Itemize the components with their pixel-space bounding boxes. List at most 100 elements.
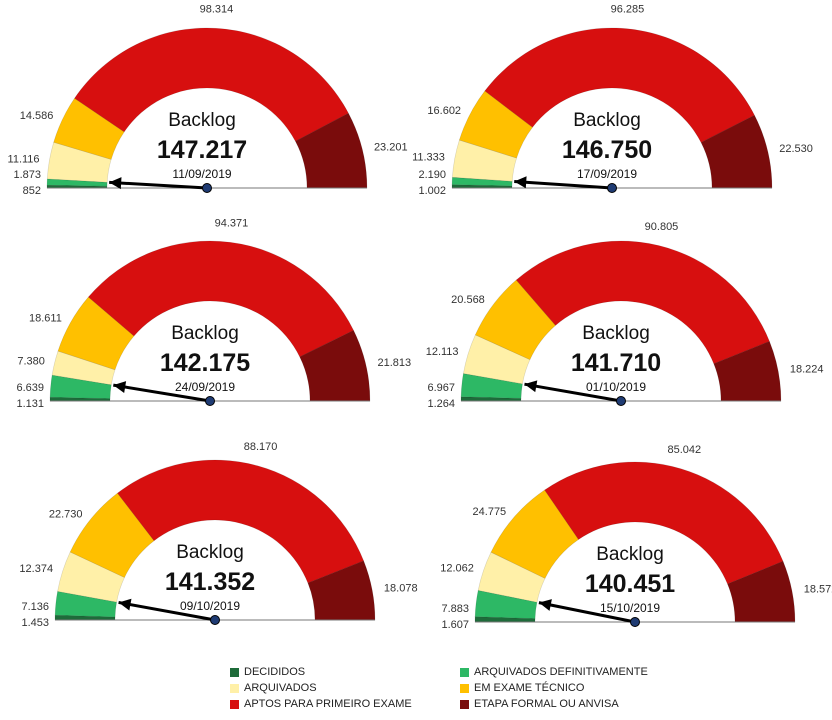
segment-label: 23.201: [374, 142, 408, 154]
gauge-segment-arquivados: [452, 139, 517, 182]
segment-label: 16.602: [427, 105, 461, 117]
segment-label: 1.873: [13, 169, 41, 181]
gauge-segment-arquivados: [477, 551, 546, 603]
segment-label: 85.042: [667, 444, 701, 456]
segment-label: 88.170: [244, 441, 278, 453]
gauge-segment-arquivados-definitivamente: [460, 373, 523, 399]
gauge-date: 24/09/2019: [175, 380, 235, 394]
segment-label: 12.113: [426, 346, 459, 358]
legend-item-decididos: DECIDIDOS: [230, 664, 305, 680]
legend-item-arquivados: ARQUIVADOS: [230, 680, 317, 696]
segment-label: 18.611: [29, 313, 62, 325]
segment-label: 1.607: [441, 619, 469, 631]
gauge-segment-arquivados: [463, 334, 531, 385]
legend-swatch: [460, 683, 469, 693]
legend-label: APTOS PARA PRIMEIRO EXAME: [244, 698, 412, 710]
gauge-pivot: [607, 183, 617, 193]
segment-label: 7.380: [17, 356, 45, 368]
gauges-panel: 8521.87311.11614.58698.31423.201Backlog1…: [8, 3, 832, 631]
segment-label: 11.333: [412, 152, 445, 164]
gauge-segment-aptos: [484, 27, 755, 143]
gauge-total: 141.352: [165, 568, 255, 596]
legend-swatch: [460, 667, 469, 677]
gauge-segment-arquivados: [57, 551, 125, 603]
segment-label: 18.224: [790, 363, 824, 375]
gauge-segment-aptos: [74, 27, 349, 142]
gauge-total: 142.175: [160, 349, 250, 377]
segment-label: 7.883: [441, 603, 469, 615]
gauge-needle-head: [538, 599, 552, 611]
segment-label: 7.136: [21, 601, 49, 613]
segment-label: 18.078: [384, 583, 418, 595]
gauge-pivot: [630, 617, 640, 627]
gauge-date: 11/09/2019: [172, 167, 231, 181]
gauge-needle: [538, 601, 636, 624]
legend-item-aptos: APTOS PARA PRIMEIRO EXAME: [230, 696, 412, 712]
gauge-date: 09/10/2019: [180, 599, 240, 613]
legend-item-em-exame-tecnico: EM EXAME TÉCNICO: [460, 680, 584, 696]
gauge-title: Backlog: [176, 542, 244, 563]
gauge-needle: [514, 179, 613, 190]
gauge-total: 140.451: [585, 570, 675, 598]
segment-label: 6.967: [427, 382, 455, 394]
gauge-title: Backlog: [573, 110, 641, 131]
gauge-needle-head: [113, 381, 127, 393]
gauge-segment-arquivados: [51, 350, 116, 386]
segment-label: 20.568: [451, 294, 485, 306]
gauge-total: 141.710: [571, 349, 661, 377]
gauge-segment-arquivados-definitivamente: [451, 176, 513, 187]
gauge-date: 17/09/2019: [577, 167, 637, 181]
gauge-segment-aptos: [87, 240, 354, 358]
legend-label: ETAPA FORMAL OU ANVISA: [474, 698, 619, 710]
gauge-needle-head: [524, 380, 538, 393]
segment-label: 18.572: [804, 584, 832, 596]
legend-swatch: [230, 683, 239, 693]
segment-label: 12.374: [19, 563, 53, 575]
gauge-total: 147.217: [157, 136, 247, 164]
segment-label: 6.639: [16, 382, 44, 394]
gauge-pivot: [210, 615, 220, 625]
segment-label: 2.190: [418, 169, 446, 181]
segment-label: 14.586: [20, 110, 54, 122]
gauge-title: Backlog: [171, 323, 239, 344]
legend: DECIDIDOS ARQUIVADOS DEFINITIVAMENTE ARQ…: [230, 664, 790, 714]
segment-label: 11.116: [8, 154, 40, 166]
segment-label: 90.805: [645, 221, 679, 233]
legend-label: ARQUIVADOS DEFINITIVAMENTE: [474, 666, 648, 678]
gauge-segment-arquivados-definitivamente: [46, 178, 108, 187]
gauge: 1.002 2.190 11.333 16.602 96.285 22.530 Backlo…: [412, 4, 813, 197]
gauge: 1.131 6.639 7.380 18.611 94.371 21.813 Backlog…: [16, 217, 411, 410]
gauge-segment-arquivados: [46, 141, 112, 183]
gauge-pivot: [202, 183, 212, 193]
gauge-needle-head: [118, 598, 132, 611]
legend-label: ARQUIVADOS: [244, 682, 317, 694]
gauge-segment-em-exame-tecnico: [69, 492, 155, 578]
gauge-pivot: [205, 396, 215, 406]
segment-label: 1.453: [21, 617, 49, 629]
segment-label: 22.530: [779, 143, 813, 155]
legend-item-etapa-formal: ETAPA FORMAL OU ANVISA: [460, 696, 619, 712]
legend-swatch: [230, 667, 239, 677]
gauge-needle-head: [514, 176, 527, 189]
gauge-segment-aptos: [544, 461, 784, 585]
segment-label: 1.131: [16, 398, 44, 410]
gauge-needle: [524, 382, 622, 403]
gauge-needle-head: [109, 177, 122, 190]
segment-label: 24.775: [473, 506, 507, 518]
gauge-segment-aptos: [117, 459, 365, 584]
legend-item-arquivados-definitivamente: ARQUIVADOS DEFINITIVAMENTE: [460, 664, 648, 680]
segment-label: 22.730: [49, 508, 83, 520]
gauge: 1.607 7.883 12.062 24.775 85.042 18.572 Backlo…: [440, 444, 832, 631]
gauge-needle: [118, 600, 216, 622]
gauge-segment-em-exame-tecnico: [490, 489, 579, 579]
segment-label: 98.314: [200, 3, 234, 15]
gauge-segment-em-exame-tecnico: [474, 279, 556, 361]
gauge-date: 15/10/2019: [600, 601, 660, 615]
gauge-segment-em-exame-tecnico: [57, 296, 135, 371]
gauge: 1.453 7.136 12.374 22.730 88.170 18.078 Backlo…: [19, 441, 417, 629]
gauge-needle: [109, 180, 208, 190]
gauge-needle: [113, 383, 211, 403]
gauge-total: 146.750: [562, 136, 652, 164]
legend-swatch: [230, 699, 239, 709]
legend-swatch: [460, 699, 469, 709]
